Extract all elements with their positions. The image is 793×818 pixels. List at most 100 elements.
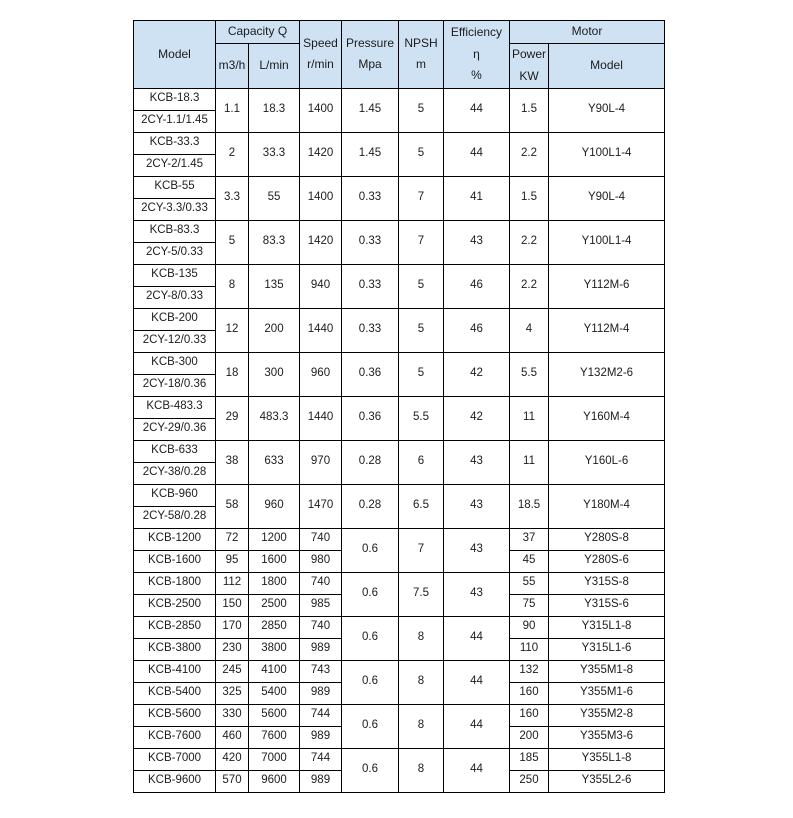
- table-header: Model Capacity Q Speed r/min Pressure Mp…: [133, 20, 666, 89]
- cell-speed: 985: [299, 593, 342, 617]
- cell-npsh: 6: [398, 439, 444, 485]
- table-row: KCB-483.3 29 483.3 1440 0.36 5.5 42 11 Y…: [133, 395, 666, 441]
- cell-power: 45: [508, 549, 550, 573]
- cell-motor-model: Y112M-4: [548, 307, 666, 353]
- cell-capacity-m3h: 245: [215, 659, 249, 683]
- cell-model: KCB-960: [133, 483, 216, 507]
- cell-capacity-lmin: 5600: [248, 703, 300, 727]
- cell-capacity-m3h: 58: [215, 483, 249, 529]
- cell-motor-model: Y100L1-4: [548, 219, 666, 265]
- cell-model: 2CY-38/0.28: [133, 461, 216, 485]
- cell-pressure: 0.6: [341, 571, 399, 617]
- cell-model: KCB-7000: [133, 747, 216, 771]
- cell-npsh: 6.5: [398, 483, 444, 529]
- cell-power: 90: [508, 615, 550, 639]
- cell-pressure: 0.33: [341, 219, 399, 265]
- table-body: KCB-18.3 1.1 18.3 1400 1.45 5 44 1.5 Y90…: [133, 87, 666, 793]
- cell-motor-model: Y315L1-6: [548, 637, 666, 661]
- cell-npsh: 5: [398, 131, 444, 177]
- cell-capacity-m3h: 2: [215, 131, 249, 177]
- cell-capacity-m3h: 72: [215, 527, 249, 551]
- cell-model: KCB-1800: [133, 571, 216, 595]
- cell-power: 4: [508, 307, 550, 353]
- cell-motor-model: Y100L1-4: [548, 131, 666, 177]
- cell-model: KCB-1600: [133, 549, 216, 573]
- cell-model: KCB-5400: [133, 681, 216, 705]
- cell-pressure: 1.45: [341, 87, 399, 133]
- cell-speed: 1440: [299, 307, 342, 353]
- cell-npsh: 5: [398, 263, 444, 309]
- table-row: KCB-18.3 1.1 18.3 1400 1.45 5 44 1.5 Y90…: [133, 87, 666, 133]
- cell-efficiency: 41: [443, 175, 510, 221]
- cell-speed: 1420: [299, 219, 342, 265]
- cell-npsh: 7: [398, 175, 444, 221]
- cell-efficiency: 43: [443, 483, 510, 529]
- cell-model: KCB-200: [133, 307, 216, 331]
- cell-model: KCB-9600: [133, 769, 216, 793]
- cell-model: KCB-2850: [133, 615, 216, 639]
- table-row: 2CY-1.1/1.45: [133, 109, 665, 133]
- cell-capacity-m3h: 38: [215, 439, 249, 485]
- cell-capacity-m3h: 170: [215, 615, 249, 639]
- cell-model: KCB-300: [133, 351, 216, 375]
- cell-npsh: 8: [398, 703, 444, 749]
- cell-motor-model: Y280S-8: [548, 527, 666, 551]
- cell-model: KCB-2500: [133, 593, 216, 617]
- table-row: 2CY-2/1.45: [133, 153, 665, 177]
- cell-speed: 1400: [299, 175, 342, 221]
- cell-motor-model: Y355M3-6: [548, 725, 666, 749]
- cell-speed: 1440: [299, 395, 342, 441]
- header-model: Model: [133, 20, 216, 89]
- cell-capacity-lmin: 5400: [248, 681, 300, 705]
- table-row: 2CY-8/0.33: [133, 285, 665, 309]
- table-row: KCB-300 18 300 960 0.36 5 42 5.5 Y132M2-…: [133, 351, 666, 397]
- cell-speed: 743: [299, 659, 342, 683]
- cell-capacity-m3h: 112: [215, 571, 249, 595]
- table-row: KCB-7600 460 7600 989 200 Y355M3-6: [133, 725, 666, 749]
- cell-efficiency: 42: [443, 395, 510, 441]
- cell-power: 75: [508, 593, 550, 617]
- cell-capacity-m3h: 330: [215, 703, 249, 727]
- table-row: 2CY-38/0.28: [133, 461, 665, 485]
- header-motor: Motor: [508, 20, 666, 44]
- cell-motor-model: Y355M1-6: [548, 681, 666, 705]
- cell-capacity-lmin: 7000: [248, 747, 300, 771]
- cell-motor-model: Y315S-8: [548, 571, 666, 595]
- cell-efficiency: 44: [443, 87, 510, 133]
- cell-pressure: 0.6: [341, 527, 399, 573]
- cell-power: 11: [508, 395, 550, 441]
- table-row: KCB-7000 420 7000 744 0.6 8 44 185 Y355L…: [133, 747, 666, 793]
- cell-capacity-m3h: 1.1: [215, 87, 249, 133]
- cell-pressure: 0.28: [341, 439, 399, 485]
- cell-npsh: 7: [398, 219, 444, 265]
- cell-motor-model: Y180M-4: [548, 483, 666, 529]
- cell-capacity-lmin: 55: [248, 175, 300, 221]
- cell-model: 2CY-2/1.45: [133, 153, 216, 177]
- cell-capacity-m3h: 18: [215, 351, 249, 397]
- cell-capacity-lmin: 7600: [248, 725, 300, 749]
- cell-power: 250: [508, 769, 550, 793]
- cell-motor-model: Y90L-4: [548, 175, 666, 221]
- cell-efficiency: 44: [443, 659, 510, 705]
- cell-efficiency: 43: [443, 527, 510, 573]
- cell-model: KCB-3800: [133, 637, 216, 661]
- cell-motor-model: Y280S-6: [548, 549, 666, 573]
- cell-pressure: 0.36: [341, 351, 399, 397]
- cell-capacity-lmin: 960: [248, 483, 300, 529]
- cell-model: 2CY-5/0.33: [133, 241, 216, 265]
- cell-pressure: 0.6: [341, 659, 399, 705]
- cell-model: KCB-33.3: [133, 131, 216, 155]
- table-row: KCB-2850 170 2850 740 0.6 8 44 90 Y315L1…: [133, 615, 666, 661]
- cell-power: 5.5: [508, 351, 550, 397]
- cell-capacity-lmin: 300: [248, 351, 300, 397]
- cell-efficiency: 46: [443, 307, 510, 353]
- cell-speed: 740: [299, 571, 342, 595]
- cell-motor-model: Y90L-4: [548, 87, 666, 133]
- cell-power: 55: [508, 571, 550, 595]
- cell-speed: 989: [299, 637, 342, 661]
- cell-capacity-m3h: 12: [215, 307, 249, 353]
- cell-power: 200: [508, 725, 550, 749]
- table-row: KCB-3800 230 3800 989 110 Y315L1-6: [133, 637, 666, 661]
- cell-speed: 989: [299, 769, 342, 793]
- cell-npsh: 5: [398, 351, 444, 397]
